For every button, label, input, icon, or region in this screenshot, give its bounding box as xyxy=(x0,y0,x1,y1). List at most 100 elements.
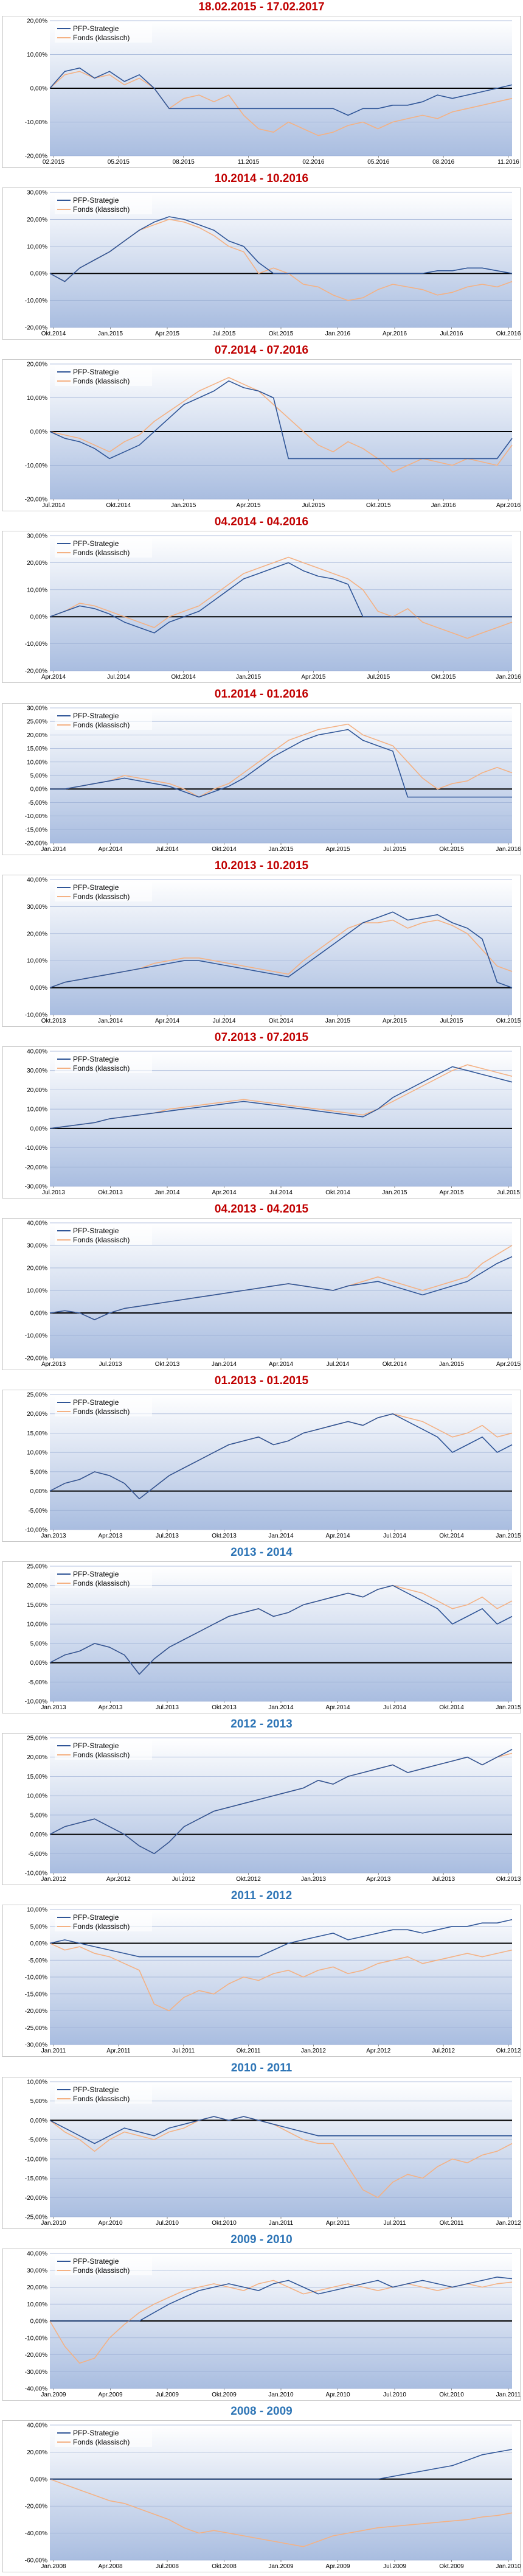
legend-box xyxy=(55,1054,152,1073)
x-tick-label: Okt.2015 xyxy=(439,846,464,853)
plot-area xyxy=(50,192,512,327)
y-tick-label: -5,00% xyxy=(28,800,47,807)
y-tick-label: -20,00% xyxy=(25,325,47,332)
plot-area xyxy=(50,2082,512,2217)
chart-svg: 40,00%30,00%20,00%10,00%0,00%-10,00%Okt.… xyxy=(2,875,521,1027)
x-tick-label: Jan.2010 xyxy=(496,2563,521,2570)
x-tick-label: Okt.2013 xyxy=(41,1018,66,1024)
y-tick-label: 25,00% xyxy=(27,1564,47,1570)
x-tick-label: Jul.2008 xyxy=(156,2563,179,2570)
x-tick-label: Apr.2016 xyxy=(383,331,407,337)
y-tick-label: -10,00% xyxy=(25,463,47,469)
y-tick-label: 0,00% xyxy=(30,1832,47,1838)
x-tick-label: Apr.2014 xyxy=(98,846,122,853)
chart-svg: 40,00% 30,00% 20,00% 10,00% 0,00% -10,00% -20,… xyxy=(2,1046,521,1199)
series-line-strategy xyxy=(49,67,513,116)
series-line-strategy xyxy=(49,911,513,989)
chart-title: 01.2014 - 01.2016 xyxy=(214,688,309,701)
chart-svg: 25,00% 20,00% 15,00% 10,00% 5,00% 0,00% -5,00%… xyxy=(2,1390,521,1542)
y-tick-label: 15,00% xyxy=(27,1430,47,1437)
y-tick-label: -5,00% xyxy=(28,2137,47,2144)
x-tick-label: Apr.2009 xyxy=(98,2392,122,2398)
plot-area xyxy=(50,880,512,1015)
y-tick-label: -5,00% xyxy=(28,1851,47,1858)
y-tick-label: -60,00% xyxy=(25,2558,47,2564)
legend-box xyxy=(55,1912,152,1931)
y-tick-label: 5,00% xyxy=(30,1469,47,1475)
x-tick-label: 08.2016 xyxy=(432,159,455,166)
series-line-fund xyxy=(49,1942,513,2012)
y-tick-label: 15,00% xyxy=(27,1602,47,1609)
x-tick-label: Jan.2008 xyxy=(41,2563,66,2570)
series-line-fund xyxy=(49,71,513,136)
legend-label-fund: Fonds (klassisch) xyxy=(73,2438,130,2446)
y-tick-label: 0,00% xyxy=(30,1941,47,1947)
y-tick-label: -10,00% xyxy=(25,1975,47,1981)
legend-label-fund: Fonds (klassisch) xyxy=(73,1236,130,1244)
x-tick-label: Jan.2016 xyxy=(496,674,521,681)
legend-box xyxy=(55,366,152,386)
x-tick-label: Jan.2013 xyxy=(41,1533,66,1539)
y-tick-label: 0,00% xyxy=(30,2319,47,2325)
y-tick-label: -40,00% xyxy=(25,2530,47,2537)
x-tick-label: Okt.2014 xyxy=(439,1704,464,1711)
x-tick-label: Okt.2014 xyxy=(325,1189,350,1196)
y-tick-label: -20,00% xyxy=(25,2352,47,2359)
x-tick-label: Apr.2015 xyxy=(237,502,261,509)
y-tick-label: -10,00% xyxy=(25,1333,47,1340)
x-tick-label: Okt.2014 xyxy=(269,1018,294,1024)
x-tick-label: Jan.2011 xyxy=(269,2220,294,2227)
y-tick-label: 10,00% xyxy=(27,2079,47,2086)
x-tick-label: Jul.2011 xyxy=(383,2220,406,2227)
y-tick-label: 0,00% xyxy=(30,1660,47,1667)
y-tick-label: 30,00% xyxy=(27,190,47,197)
y-tick-label: 15,00% xyxy=(27,746,47,752)
y-tick-label: 20,00% xyxy=(27,1411,47,1418)
legend-label-strategy: PFP-Strategie xyxy=(73,2085,119,2094)
legend-box xyxy=(55,1569,152,1588)
legend-box xyxy=(55,195,152,214)
y-tick-label: 20,00% xyxy=(27,18,47,25)
chart-svg: 25,00% 20,00% 15,00% 10,00% 5,00% 0,00% -5,00%… xyxy=(2,1561,521,1713)
y-tick-label: -10,00% xyxy=(25,298,47,304)
legend-label-strategy: PFP-Strategie xyxy=(73,2429,119,2437)
x-tick-label: Apr.2011 xyxy=(326,2220,350,2227)
legend-label-fund: Fonds (klassisch) xyxy=(73,1064,130,1073)
y-tick-label: -20,00% xyxy=(25,2195,47,2202)
chart-title: 2008 - 2009 xyxy=(230,2405,293,2418)
x-tick-label: Jan.2015 xyxy=(496,1533,521,1539)
x-tick-label: Jan.2014 xyxy=(41,846,66,853)
series-line-strategy xyxy=(49,562,512,634)
series-line-fund xyxy=(49,377,513,473)
x-tick-label: Okt.2010 xyxy=(439,2392,464,2398)
legend-label-strategy: PFP-Strategie xyxy=(73,539,119,548)
x-tick-label: Apr.2012 xyxy=(366,2048,390,2054)
y-tick-label: 0,00% xyxy=(30,86,47,93)
chart-panel: 07.2014 - 07.2016 20,00% 10,00% 0,00% -10,00… xyxy=(0,343,523,515)
legend-label-fund: Fonds (klassisch) xyxy=(73,205,130,214)
x-tick-label: Okt.2011 xyxy=(237,2048,261,2054)
x-tick-label: Okt.2014 xyxy=(41,331,66,337)
x-tick-label: Jan.2012 xyxy=(496,2220,521,2227)
x-tick-label: Okt.2014 xyxy=(212,846,237,853)
series-line-strategy xyxy=(49,1584,513,1675)
x-tick-label: Apr.2014 xyxy=(325,1704,350,1711)
x-tick-label: Apr.2008 xyxy=(98,2563,122,2570)
x-tick-label: Okt.2014 xyxy=(439,1533,464,1539)
x-tick-label: Jan.2014 xyxy=(268,1704,294,1711)
series-line-strategy xyxy=(49,1256,513,1320)
chart-title: 10.2013 - 10.2015 xyxy=(214,859,309,872)
series-line-fund xyxy=(49,2280,513,2364)
x-tick-label: Jan.2015 xyxy=(325,1018,351,1024)
legend-box xyxy=(55,1225,152,1245)
series-line-strategy xyxy=(50,2277,513,2322)
x-tick-label: 05.2016 xyxy=(367,159,390,166)
x-tick-label: Apr.2009 xyxy=(325,2563,350,2570)
x-tick-label: Okt.2014 xyxy=(171,674,196,681)
chart-svg: 40,00%20,00%0,00%-20,00%-40,00%-60,00%Ja… xyxy=(2,2420,521,2572)
x-tick-label: Jan.2015 xyxy=(268,846,294,853)
x-tick-label: Jan.2014 xyxy=(98,1018,123,1024)
y-tick-label: 20,00% xyxy=(27,931,47,937)
plot-area xyxy=(50,2425,512,2560)
y-tick-label: 0,00% xyxy=(30,786,47,793)
